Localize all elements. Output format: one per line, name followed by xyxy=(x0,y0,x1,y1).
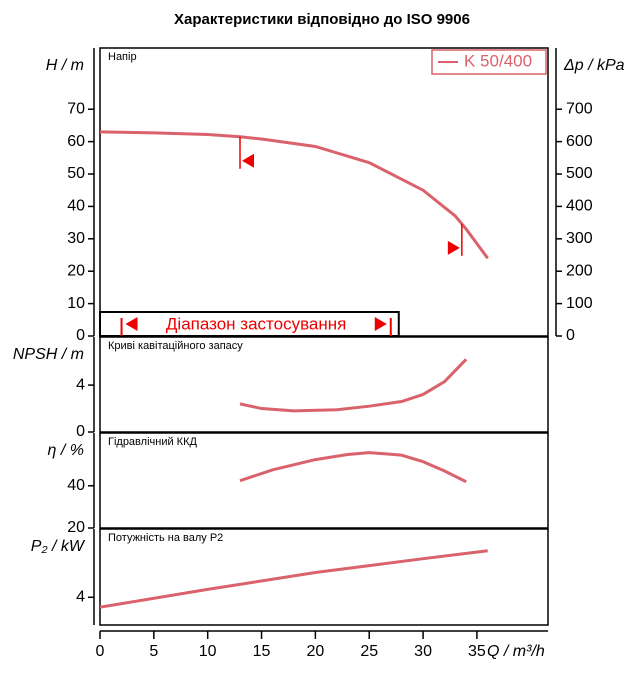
x-tick-label: 20 xyxy=(306,643,324,660)
y-tick-label: 70 xyxy=(67,100,85,117)
y2-tick-label: 400 xyxy=(566,198,593,215)
y-axis-label: H / m xyxy=(46,57,84,74)
panel-label: Гідравлічний ККД xyxy=(108,436,197,448)
line-series xyxy=(99,549,488,609)
x-tick-label: 0 xyxy=(96,643,105,660)
panel-frame xyxy=(99,336,549,433)
panel-label: Криві кавітаційного запасу xyxy=(108,340,243,352)
range-box xyxy=(99,311,400,337)
chart-title: Характеристики відповідно до ISO 9906 xyxy=(174,11,470,28)
y2-tick-label: 100 xyxy=(566,295,593,312)
limit-marker xyxy=(242,153,254,168)
y-tick-label: 40 xyxy=(67,198,85,215)
y2-tick-label: 500 xyxy=(566,165,593,182)
y-axis-label: P₂ / kW xyxy=(31,538,86,555)
y-tick-label: 0 xyxy=(76,327,85,344)
y2-axis-label: Δp / kPa xyxy=(563,57,625,74)
line-series xyxy=(239,451,467,484)
y-tick-label: 20 xyxy=(67,519,85,536)
y-tick-label: 4 xyxy=(76,589,85,606)
panel-label: Напір xyxy=(108,51,137,63)
y-axis-label: η / % xyxy=(48,442,84,459)
y2-tick-label: 700 xyxy=(566,100,593,117)
x-tick-label: 10 xyxy=(199,643,217,660)
y-tick-label: 40 xyxy=(67,477,85,494)
x-tick-label: 25 xyxy=(360,643,378,660)
range-label: Діапазон застосування xyxy=(166,314,346,333)
panel-label: Потужність на валу P2 xyxy=(108,532,223,544)
y-tick-label: 60 xyxy=(67,133,85,150)
y-tick-label: 0 xyxy=(76,423,85,440)
panel-frame xyxy=(99,432,549,529)
range-arrow-right xyxy=(374,317,387,331)
y-tick-label: 20 xyxy=(67,262,85,279)
range-arrow-left xyxy=(125,317,138,331)
panel-frame xyxy=(99,528,549,626)
x-tick-label: 5 xyxy=(149,643,158,660)
x-tick-label: 35 xyxy=(468,643,486,660)
limit-marker xyxy=(447,240,460,255)
x-tick-label: 15 xyxy=(253,643,271,660)
y-axis-label: NPSH / m xyxy=(13,346,84,363)
y-tick-label: 50 xyxy=(67,165,85,182)
y-tick-label: 30 xyxy=(67,230,85,247)
line-series xyxy=(239,358,468,413)
legend-label: K 50/400 xyxy=(464,51,532,70)
line-series xyxy=(99,130,489,260)
y2-tick-label: 0 xyxy=(566,327,575,344)
y2-tick-label: 300 xyxy=(566,230,593,247)
y2-tick-label: 200 xyxy=(566,262,593,279)
x-axis-label: Q / m³/h xyxy=(487,643,545,660)
y-tick-label: 4 xyxy=(76,376,85,393)
y2-tick-label: 600 xyxy=(566,133,593,150)
y-tick-label: 10 xyxy=(67,295,85,312)
x-tick-label: 30 xyxy=(414,643,432,660)
